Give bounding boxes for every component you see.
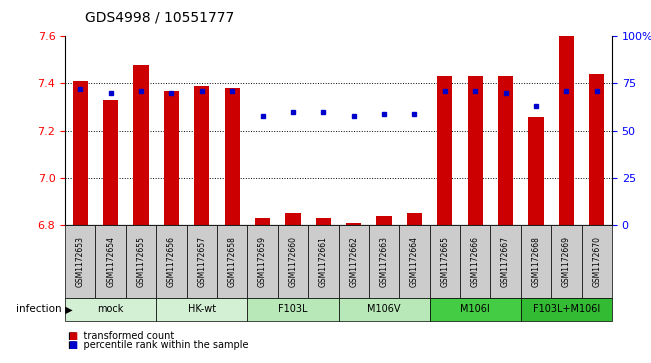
Text: GSM1172659: GSM1172659 [258,236,267,287]
Bar [316,218,331,225]
Text: F103L+M106I: F103L+M106I [533,305,600,314]
Bar [589,74,604,225]
Bar [73,81,88,225]
Text: GSM1172663: GSM1172663 [380,236,389,287]
Bar [437,77,452,225]
Text: GSM1172657: GSM1172657 [197,236,206,287]
Text: ■  percentile rank within the sample: ■ percentile rank within the sample [68,340,249,350]
Text: ▶: ▶ [62,305,72,314]
Bar [407,213,422,225]
Text: ■: ■ [68,331,77,341]
Text: GSM1172660: GSM1172660 [288,236,298,287]
Text: GSM1172666: GSM1172666 [471,236,480,287]
Text: ■: ■ [68,340,77,350]
Bar [164,91,179,225]
Bar [103,100,118,225]
Bar [225,88,240,225]
Text: GSM1172664: GSM1172664 [410,236,419,287]
Text: F103L: F103L [278,305,308,314]
Bar [559,36,574,225]
Text: GSM1172656: GSM1172656 [167,236,176,287]
Text: HK-wt: HK-wt [187,305,216,314]
Bar [467,77,483,225]
Text: GDS4998 / 10551777: GDS4998 / 10551777 [85,11,234,25]
Bar [498,77,513,225]
Text: GSM1172655: GSM1172655 [137,236,146,287]
Text: GSM1172667: GSM1172667 [501,236,510,287]
Text: GSM1172665: GSM1172665 [440,236,449,287]
Text: GSM1172662: GSM1172662 [349,236,358,287]
Bar [376,216,392,225]
Bar [529,117,544,225]
Text: GSM1172661: GSM1172661 [319,236,328,287]
Text: GSM1172669: GSM1172669 [562,236,571,287]
Text: ■  transformed count: ■ transformed count [68,331,174,341]
Text: M106I: M106I [460,305,490,314]
Text: M106V: M106V [367,305,401,314]
Bar [194,86,210,225]
Text: GSM1172670: GSM1172670 [592,236,602,287]
Text: infection: infection [16,305,62,314]
Text: GSM1172658: GSM1172658 [228,236,237,287]
Text: GSM1172653: GSM1172653 [76,236,85,287]
Text: GSM1172668: GSM1172668 [531,236,540,287]
Bar [133,65,148,225]
Bar [285,213,301,225]
Text: mock: mock [98,305,124,314]
Bar [255,218,270,225]
Bar [346,223,361,225]
Text: GSM1172654: GSM1172654 [106,236,115,287]
